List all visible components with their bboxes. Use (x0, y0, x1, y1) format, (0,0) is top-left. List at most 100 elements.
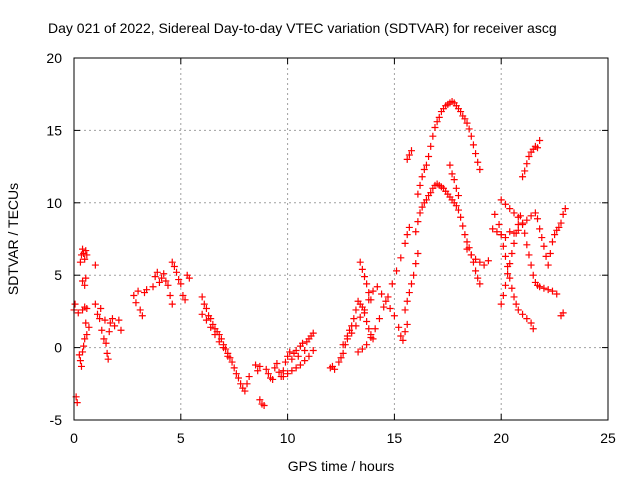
data-point (412, 228, 420, 236)
data-point (365, 289, 373, 297)
data-point (211, 331, 219, 339)
data-point (288, 367, 296, 375)
data-point (101, 316, 109, 324)
data-point (461, 115, 469, 123)
data-point (431, 124, 439, 132)
data-point (254, 367, 262, 375)
data-point (472, 150, 480, 158)
data-point (536, 137, 544, 145)
data-point (82, 247, 90, 255)
data-point (363, 341, 371, 349)
data-point (104, 355, 112, 363)
grid (74, 58, 608, 420)
data-point (514, 213, 522, 221)
data-point (309, 329, 317, 337)
data-point (91, 261, 99, 269)
data-point (561, 205, 569, 213)
data-point (420, 165, 428, 173)
data-point (365, 325, 373, 333)
data-point (232, 370, 240, 378)
data-point (472, 267, 480, 275)
data-point (173, 268, 181, 276)
data-point (83, 251, 91, 259)
data-point (371, 325, 379, 333)
y-tick-label: 0 (54, 340, 62, 356)
data-point (457, 108, 465, 116)
plot-frame (73, 57, 609, 421)
data-point (506, 205, 514, 213)
data-points (70, 97, 569, 410)
data-point (501, 234, 509, 242)
data-point (544, 261, 552, 269)
data-point (382, 297, 390, 305)
data-point (356, 313, 364, 321)
data-point (132, 299, 140, 307)
data-point (241, 387, 249, 395)
data-point (373, 283, 381, 291)
data-point (98, 326, 106, 334)
data-point (499, 242, 507, 250)
y-tick-label: 15 (46, 122, 62, 138)
data-point (275, 368, 283, 376)
data-point (484, 257, 492, 265)
data-point (339, 341, 347, 349)
data-point (138, 312, 146, 320)
data-point (410, 271, 418, 279)
data-point (71, 300, 79, 308)
data-point (170, 263, 178, 271)
data-point (508, 284, 516, 292)
x-tick-label: 0 (70, 430, 78, 446)
data-point (536, 225, 544, 233)
data-point (497, 196, 505, 204)
data-point (452, 184, 460, 192)
data-point (474, 158, 482, 166)
data-point (294, 352, 302, 360)
data-point (536, 283, 544, 291)
data-point (367, 333, 375, 341)
data-point (407, 280, 415, 288)
data-point (375, 315, 383, 323)
data-point (412, 260, 420, 268)
data-point (555, 223, 563, 231)
data-point (523, 241, 531, 249)
x-tick-label: 25 (600, 430, 616, 446)
data-point (480, 261, 488, 269)
data-point (386, 305, 394, 313)
data-point (301, 346, 309, 354)
data-point (335, 358, 343, 366)
data-point (185, 274, 193, 282)
data-point (79, 348, 87, 356)
data-point (512, 229, 520, 237)
data-point (348, 329, 356, 337)
data-point (557, 219, 565, 227)
data-point (427, 142, 435, 150)
data-point (378, 290, 386, 298)
data-point (457, 213, 465, 221)
data-point (548, 287, 556, 295)
data-point (207, 315, 215, 323)
data-point (73, 399, 81, 407)
data-point (74, 309, 82, 317)
data-point (198, 293, 206, 301)
data-point (512, 300, 520, 308)
data-point (448, 170, 456, 178)
data-point (153, 268, 161, 276)
data-point (538, 234, 546, 242)
data-point (264, 370, 272, 378)
data-point (405, 289, 413, 297)
data-point (467, 132, 475, 140)
data-point (384, 293, 392, 301)
axis-ticks: 0 5 10 15 20 25 -5 0 5 10 15 20 (46, 50, 616, 446)
data-point (497, 231, 505, 239)
data-point (269, 375, 277, 383)
x-tick-label: 5 (177, 430, 185, 446)
data-point (495, 221, 503, 229)
data-point (296, 361, 304, 369)
data-point (234, 374, 242, 382)
data-point (363, 318, 371, 326)
data-point (414, 218, 422, 226)
data-point (401, 328, 409, 336)
data-point (390, 312, 398, 320)
data-point (343, 335, 351, 343)
